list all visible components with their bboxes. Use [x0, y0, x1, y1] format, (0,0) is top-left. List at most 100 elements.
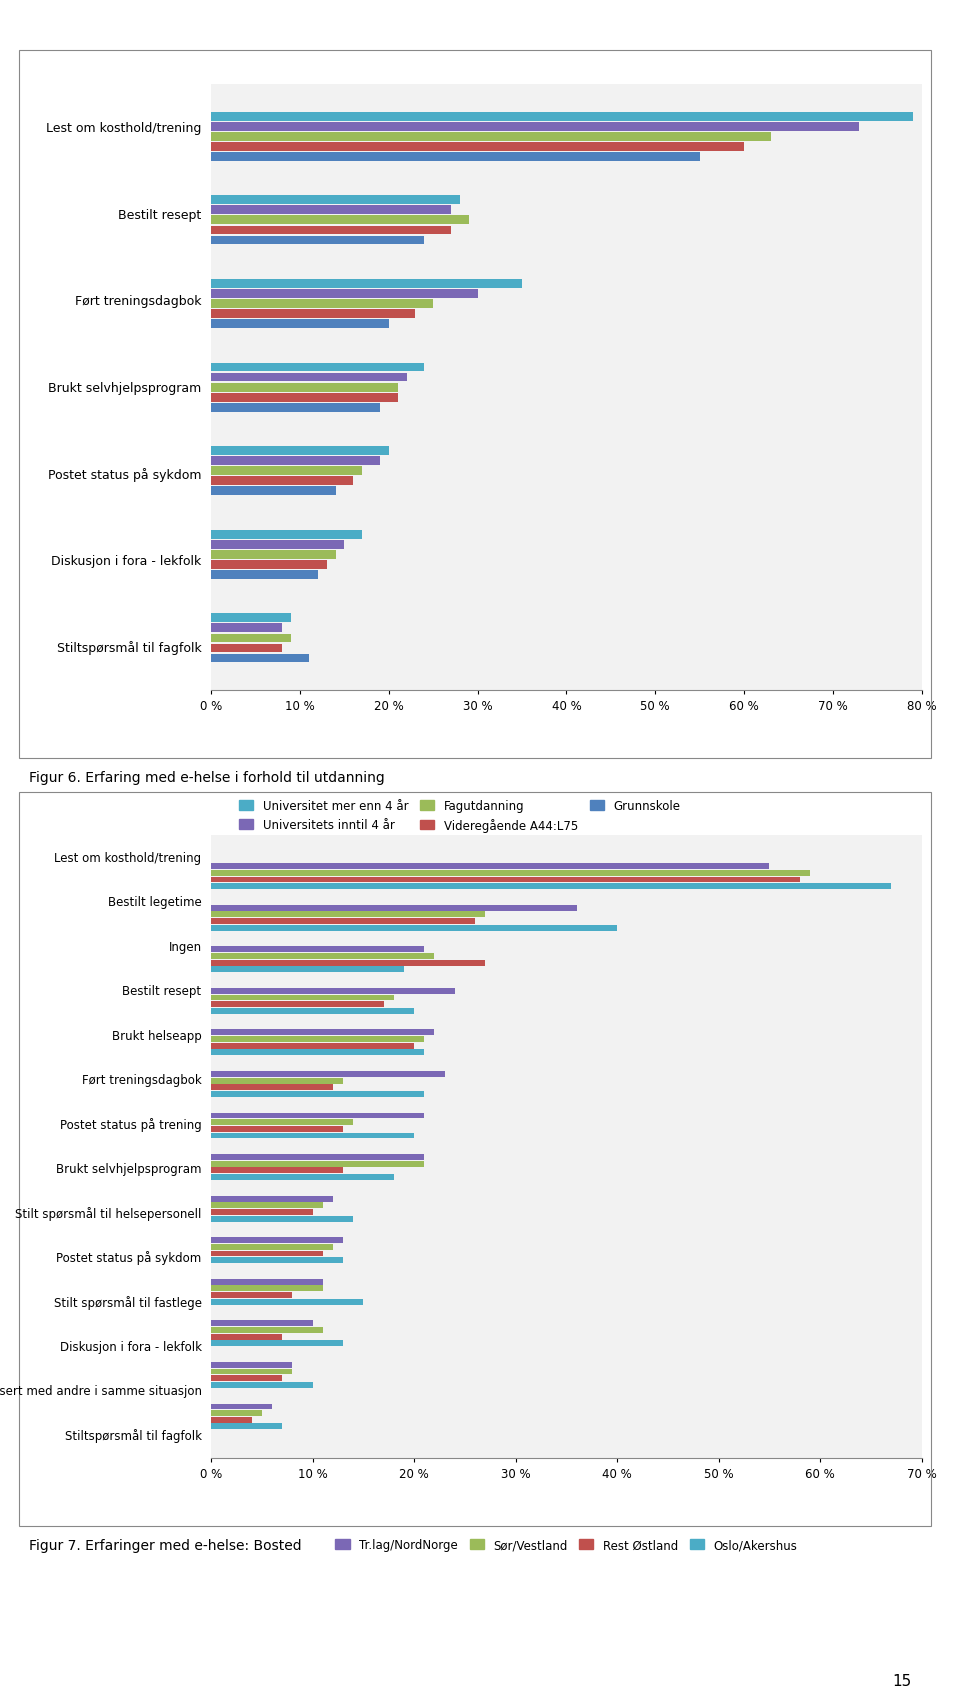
Bar	[211, 447, 389, 455]
Bar	[211, 1424, 282, 1429]
Bar	[211, 217, 468, 225]
Text: Kommunisert med andre i samme situasjon: Kommunisert med andre i samme situasjon	[0, 1384, 202, 1398]
Bar	[211, 237, 424, 246]
Bar	[211, 1154, 424, 1161]
Bar	[211, 1113, 424, 1118]
Bar	[211, 561, 326, 569]
Bar	[211, 960, 485, 967]
Text: Stilt spørsmål til fastlege: Stilt spørsmål til fastlege	[54, 1296, 202, 1309]
Text: Postet status på sykdom: Postet status på sykdom	[48, 467, 202, 481]
Bar	[211, 1292, 293, 1298]
Bar	[211, 153, 700, 162]
Bar	[211, 133, 771, 142]
Bar	[211, 113, 913, 121]
Bar	[211, 905, 577, 910]
Bar	[211, 1369, 293, 1374]
Bar	[211, 1279, 323, 1286]
Bar	[211, 953, 435, 960]
Bar	[211, 373, 406, 382]
Bar	[211, 290, 477, 298]
Bar	[211, 1084, 333, 1091]
Bar	[211, 926, 617, 931]
Legend: Universitet mer enn 4 år, Universitets inntil 4 år, Fagutdanning, Videregående A: Universitet mer enn 4 år, Universitets i…	[239, 800, 681, 832]
Bar	[211, 946, 424, 953]
Bar	[211, 1043, 414, 1049]
Text: Stiltspørsmål til fagfolk: Stiltspørsmål til fagfolk	[57, 641, 202, 655]
Bar	[211, 1238, 343, 1243]
Text: Diskusjon i fora - lekfolk: Diskusjon i fora - lekfolk	[51, 554, 202, 568]
Bar	[211, 196, 460, 205]
Bar	[211, 1216, 353, 1222]
Bar	[211, 1383, 313, 1388]
Bar	[211, 1078, 343, 1084]
Bar	[211, 644, 282, 653]
Bar	[211, 864, 769, 870]
Text: 15: 15	[893, 1673, 912, 1688]
Bar	[211, 1195, 333, 1202]
Bar	[211, 634, 291, 643]
Text: Bestilt resept: Bestilt resept	[118, 208, 202, 222]
Bar	[211, 206, 451, 215]
Bar	[211, 870, 810, 876]
Bar	[211, 1258, 343, 1263]
Bar	[211, 1376, 282, 1381]
Bar	[211, 655, 309, 663]
Bar	[211, 614, 291, 622]
Bar	[211, 1050, 424, 1055]
Bar	[211, 1333, 282, 1340]
Bar	[211, 996, 394, 1001]
Text: Brukt selvhjelpsprogram: Brukt selvhjelpsprogram	[48, 382, 202, 394]
Bar	[211, 876, 800, 883]
Text: Figur 6. Erfaring med e-helse i forhold til utdanning: Figur 6. Erfaring med e-helse i forhold …	[29, 771, 385, 784]
Bar	[211, 540, 345, 549]
Bar	[211, 1245, 333, 1250]
Text: Diskusjon i fora - lekfolk: Diskusjon i fora - lekfolk	[60, 1340, 202, 1354]
Text: Postet status på sykdom: Postet status på sykdom	[57, 1251, 202, 1265]
Bar	[211, 1326, 323, 1333]
Bar	[211, 384, 397, 392]
Bar	[211, 1251, 323, 1257]
Bar	[211, 227, 451, 235]
Bar	[211, 1410, 262, 1417]
Bar	[211, 1417, 252, 1424]
Bar	[211, 624, 282, 633]
Text: Ingen: Ingen	[168, 939, 202, 953]
Text: Brukt selvhjelpsprogram: Brukt selvhjelpsprogram	[56, 1163, 202, 1175]
Bar	[211, 321, 389, 329]
Bar	[211, 1299, 364, 1304]
Bar	[211, 488, 336, 496]
Bar	[211, 300, 433, 309]
Bar	[211, 967, 404, 972]
Bar	[211, 1168, 343, 1173]
Bar	[211, 1091, 424, 1098]
Bar	[211, 1175, 394, 1180]
Text: Ført treningsdagbok: Ført treningsdagbok	[82, 1074, 202, 1086]
Text: Figur 7. Erfaringer med e-helse: Bosted: Figur 7. Erfaringer med e-helse: Bosted	[29, 1538, 301, 1552]
Bar	[211, 530, 362, 539]
Bar	[211, 1202, 323, 1209]
Bar	[211, 1030, 435, 1035]
Bar	[211, 123, 859, 131]
Bar	[211, 1127, 343, 1132]
Bar	[211, 1071, 444, 1078]
Text: Bestilt legetime: Bestilt legetime	[108, 895, 202, 909]
Bar	[211, 363, 424, 372]
Bar	[211, 1286, 323, 1292]
Bar	[211, 919, 475, 924]
Bar	[211, 457, 380, 465]
Legend: Tr.lag/NordNorge, Sør/Vestland, Rest Østland, Oslo/Akershus: Tr.lag/NordNorge, Sør/Vestland, Rest Øst…	[335, 1538, 798, 1552]
Text: Lest om kosthold/trening: Lest om kosthold/trening	[46, 123, 202, 135]
Text: Stilt spørsmål til helsepersonell: Stilt spørsmål til helsepersonell	[15, 1207, 202, 1221]
Bar	[211, 1362, 293, 1367]
Bar	[211, 989, 455, 994]
Bar	[211, 394, 397, 402]
Bar	[211, 551, 336, 559]
Bar	[211, 1132, 414, 1139]
Text: Lest om kosthold/trening: Lest om kosthold/trening	[55, 851, 202, 864]
Bar	[211, 912, 485, 917]
Bar	[211, 467, 362, 476]
Bar	[211, 1403, 272, 1410]
Bar	[211, 1161, 424, 1166]
Bar	[211, 1008, 414, 1014]
Bar	[211, 280, 522, 288]
